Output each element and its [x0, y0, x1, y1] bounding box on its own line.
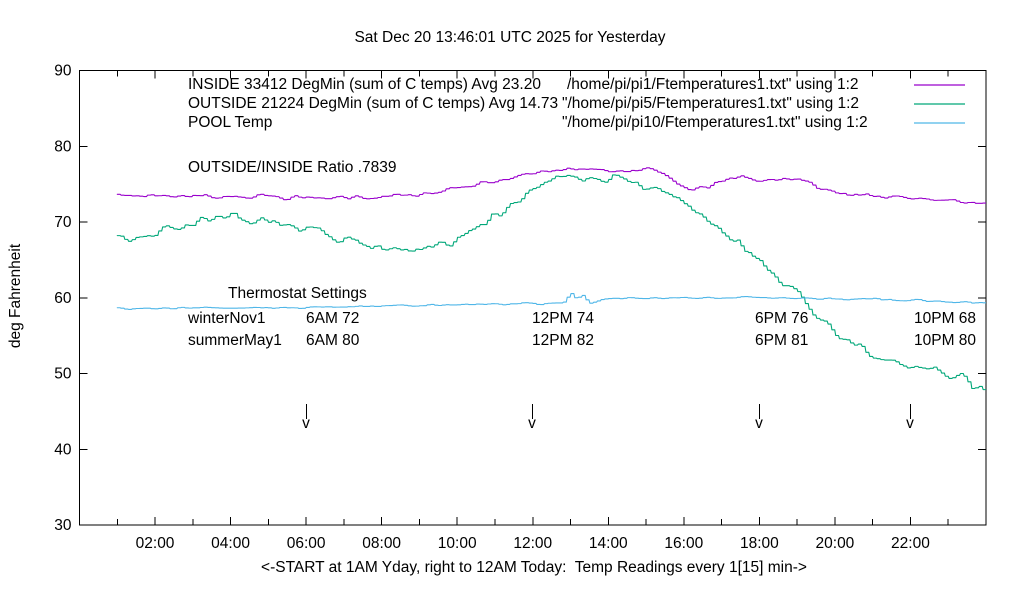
svg-text:06:00: 06:00: [287, 535, 326, 552]
svg-text:INSIDE 33412 DegMin (sum of C: INSIDE 33412 DegMin (sum of C temps) Avg…: [188, 76, 541, 93]
svg-text:08:00: 08:00: [362, 535, 401, 552]
svg-text:winterNov1: winterNov1: [187, 310, 266, 327]
svg-text:12:00: 12:00: [513, 535, 552, 552]
svg-text:10PM 68: 10PM 68: [914, 310, 976, 327]
svg-text:30: 30: [54, 517, 72, 534]
svg-text:6PM 76: 6PM 76: [755, 310, 808, 327]
svg-text:04:00: 04:00: [211, 535, 250, 552]
svg-text:60: 60: [54, 290, 72, 307]
svg-text:v: v: [755, 415, 763, 432]
svg-text:6AM 72: 6AM 72: [306, 310, 359, 327]
svg-text:v: v: [528, 415, 536, 432]
svg-text:80: 80: [54, 138, 72, 155]
svg-text:/home/pi/pi1/Ftemperatures1.tx: /home/pi/pi1/Ftemperatures1.txt" using 1…: [567, 76, 859, 93]
svg-text:v: v: [302, 415, 310, 432]
svg-text:12PM 74: 12PM 74: [532, 310, 594, 327]
svg-text:6AM 80: 6AM 80: [306, 332, 360, 349]
svg-text:POOL Temp: POOL Temp: [188, 114, 272, 131]
svg-text:v: v: [906, 415, 914, 432]
svg-text:16:00: 16:00: [664, 535, 703, 552]
svg-text:"/home/pi/pi10/Ftemperatures1.: "/home/pi/pi10/Ftemperatures1.txt" using…: [562, 114, 868, 131]
svg-text:10:00: 10:00: [438, 535, 477, 552]
svg-text:Sat Dec 20 13:46:01 UTC 2025 f: Sat Dec 20 13:46:01 UTC 2025 for Yesterd…: [354, 29, 665, 46]
svg-text:10PM 80: 10PM 80: [914, 332, 976, 349]
svg-text:20:00: 20:00: [816, 535, 855, 552]
svg-text:12PM 82: 12PM 82: [532, 332, 594, 349]
svg-text:OUTSIDE 21224 DegMin (sum of C: OUTSIDE 21224 DegMin (sum of C temps) Av…: [188, 95, 558, 112]
svg-text:14:00: 14:00: [589, 535, 628, 552]
svg-text:02:00: 02:00: [136, 535, 175, 552]
svg-text:deg Fahrenheit: deg Fahrenheit: [7, 243, 24, 348]
svg-text:6PM 81: 6PM 81: [755, 332, 808, 349]
svg-text:Thermostat Settings: Thermostat Settings: [228, 285, 367, 302]
svg-text:90: 90: [54, 63, 72, 80]
svg-text:18:00: 18:00: [740, 535, 779, 552]
svg-text:<-START at 1AM Yday, right to: <-START at 1AM Yday, right to 12AM Today…: [261, 559, 807, 576]
svg-text:40: 40: [54, 441, 72, 458]
svg-text:OUTSIDE/INSIDE Ratio .7839: OUTSIDE/INSIDE Ratio .7839: [188, 159, 396, 176]
svg-text:70: 70: [54, 214, 72, 231]
svg-text:"/home/pi/pi5/Ftemperatures1.t: "/home/pi/pi5/Ftemperatures1.txt" using …: [562, 95, 859, 112]
svg-text:50: 50: [54, 366, 72, 383]
svg-text:22:00: 22:00: [891, 535, 930, 552]
svg-text:summerMay1: summerMay1: [188, 332, 282, 349]
